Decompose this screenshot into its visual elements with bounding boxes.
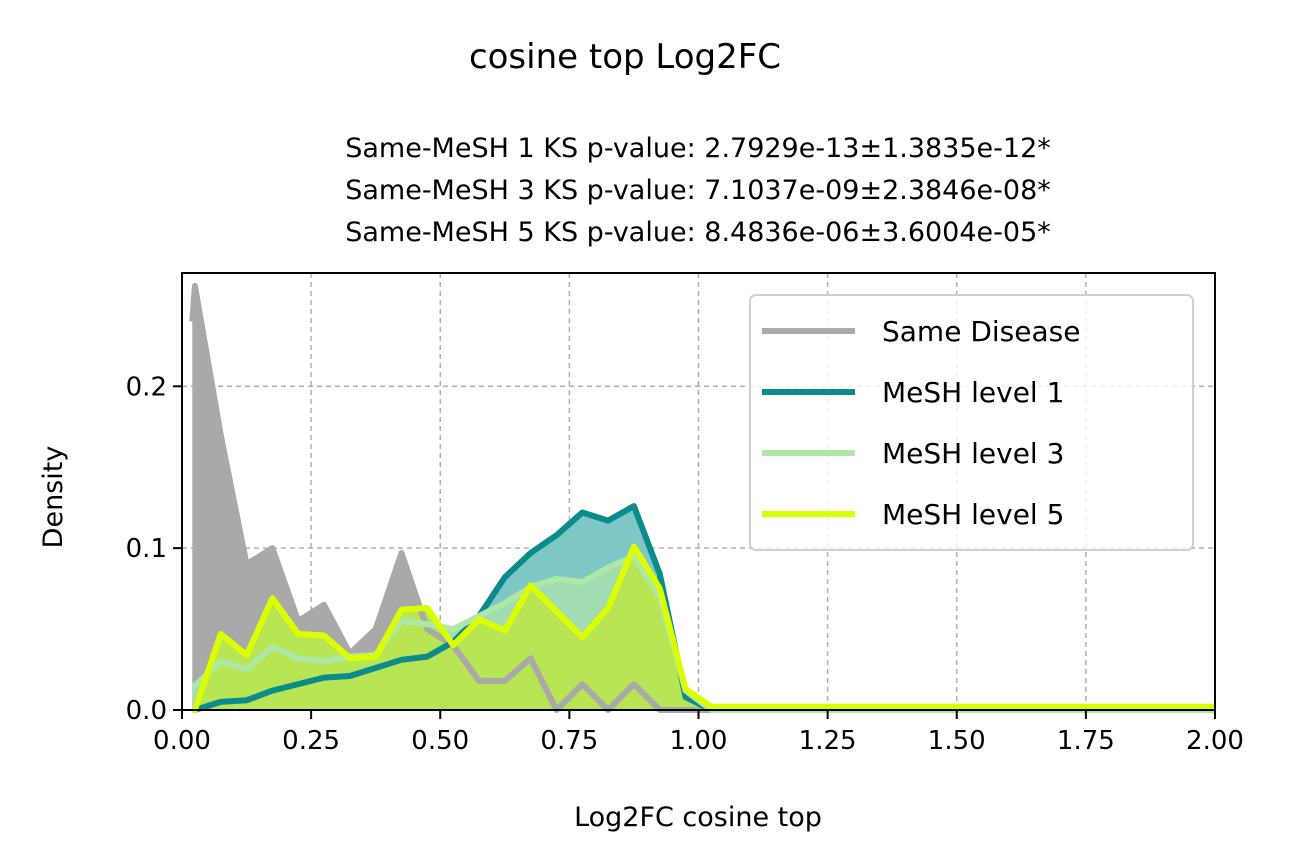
- x-tick-label: 1.00: [670, 726, 728, 756]
- x-axis-label: Log2FC cosine top: [574, 802, 822, 833]
- chart-title-line-1: Same-MeSH 1 KS p-value: 2.7929e-13±1.383…: [345, 133, 1051, 164]
- legend-label-mesh-level-3: MeSH level 3: [882, 437, 1064, 470]
- x-tick-label: 2.00: [1186, 726, 1244, 756]
- chart-title-line-2: Same-MeSH 3 KS p-value: 7.1037e-09±2.384…: [345, 175, 1051, 206]
- x-tick-label: 0.25: [282, 726, 340, 756]
- y-axis: 0.0 0.1 0.2: [126, 372, 182, 726]
- y-tick-label: 0.1: [126, 534, 167, 564]
- x-tick-label: 1.75: [1057, 726, 1115, 756]
- chart-title-line-3: Same-MeSH 5 KS p-value: 8.4836e-06±3.600…: [345, 217, 1051, 248]
- legend: Same Disease MeSH level 1 MeSH level 3 MeSH…: [749, 294, 1194, 551]
- legend-label-mesh-level-1: MeSH level 1: [882, 376, 1064, 409]
- x-axis: 0.00 0.25 0.50 0.75 1.00 1.25 1.50 1.75 2.00: [153, 710, 1244, 756]
- x-tick-label: 1.25: [799, 726, 857, 756]
- x-tick-label: 1.50: [928, 726, 986, 756]
- legend-label-mesh-level-5: MeSH level 5: [882, 498, 1064, 531]
- line-mesh-level-5: [191, 543, 1215, 713]
- legend-label-same-disease: Same Disease: [882, 315, 1080, 348]
- x-tick-label: 0.00: [153, 726, 211, 756]
- y-tick-label: 0.2: [126, 372, 167, 402]
- y-axis-label: Density: [38, 446, 69, 549]
- chart-suptitle: cosine top Log2FC: [469, 37, 781, 77]
- area-fills: [192, 285, 1216, 710]
- x-tick-label: 0.50: [411, 726, 469, 756]
- series-lines: [189, 282, 1215, 713]
- y-tick-label: 0.0: [126, 696, 167, 726]
- area-mesh-level-5: [192, 546, 1216, 710]
- legend-box: [749, 294, 1194, 551]
- x-tick-label: 0.75: [540, 726, 598, 756]
